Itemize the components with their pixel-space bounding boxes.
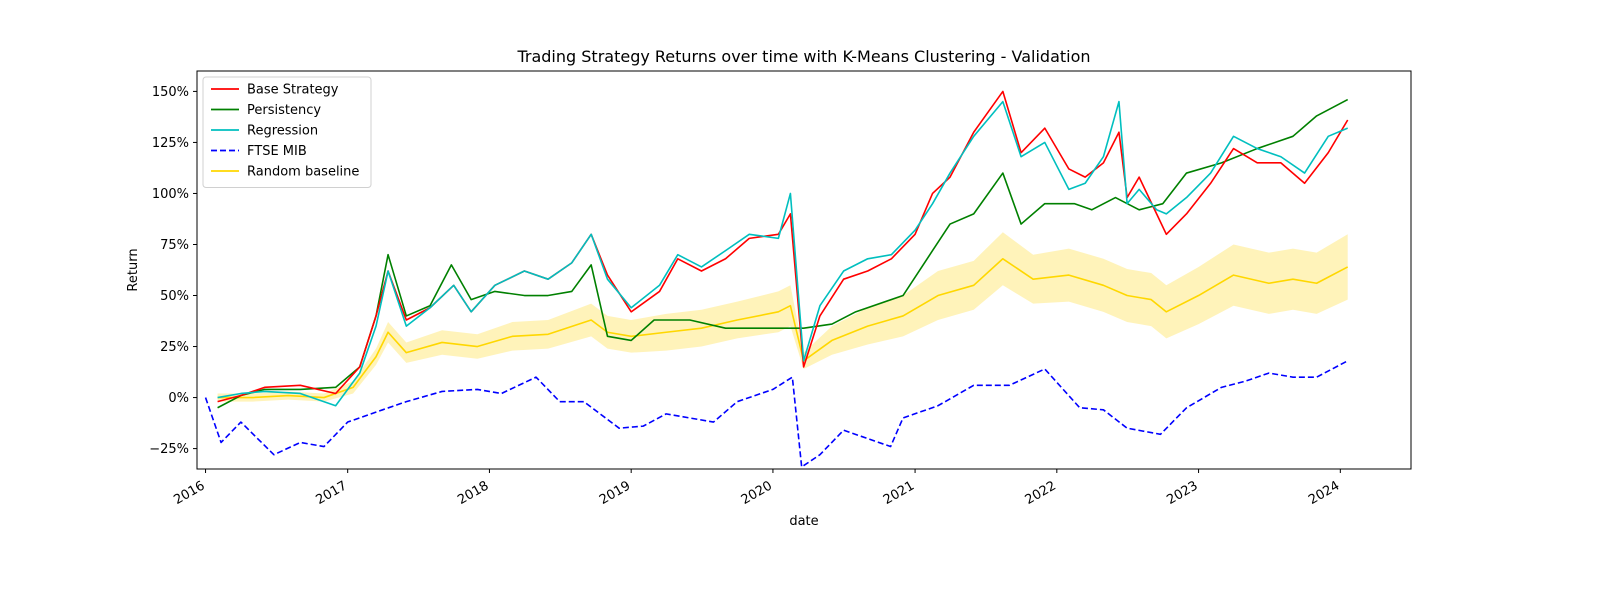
legend-box — [202, 76, 372, 188]
legend-label-ftse-mib: FTSE MIB — [247, 144, 307, 159]
y-tick-label: −25% — [149, 442, 189, 457]
random-baseline-band — [217, 232, 1348, 402]
legend-label-random-baseline: Random baseline — [247, 165, 359, 180]
x-tick-label: 2019 — [597, 478, 633, 508]
x-tick-label: 2017 — [314, 478, 350, 508]
random-baseline-band-layer — [217, 232, 1348, 402]
x-tick-label: 2023 — [1164, 478, 1200, 508]
y-tick-label: 25% — [160, 340, 189, 355]
chart-title: Trading Strategy Returns over time with … — [516, 47, 1090, 66]
random-baseline-line — [217, 257, 1349, 399]
y-tick-label: 75% — [160, 238, 189, 253]
regression-line — [217, 100, 1349, 407]
x-tick-label: 2021 — [881, 478, 917, 508]
x-tick-label: 2018 — [455, 478, 491, 508]
legend-label-base-strategy: Base Strategy — [247, 83, 339, 98]
x-tick-label: 2020 — [739, 478, 775, 508]
ftse-mib-line — [204, 360, 1349, 468]
persistency-line — [217, 98, 1349, 409]
y-tick-label: 0% — [168, 391, 189, 406]
y-tick-label: 125% — [152, 136, 189, 151]
plot-frame — [196, 70, 1412, 470]
legend: Base Strategy Persistency Regression FTSE M… — [202, 76, 372, 188]
legend-label-regression: Regression — [247, 124, 318, 139]
x-axis-label: date — [789, 514, 818, 529]
x-tick-label: 2024 — [1306, 478, 1342, 508]
base-strategy-line — [217, 90, 1349, 403]
y-tick-label: 150% — [152, 85, 189, 100]
y-tick-label: 100% — [152, 187, 189, 202]
x-tick-label: 2016 — [171, 478, 207, 508]
legend-label-persistency: Persistency — [247, 103, 321, 118]
y-axis-label: Return — [126, 248, 141, 291]
y-tick-label: 50% — [160, 289, 189, 304]
x-tick-label: 2022 — [1023, 478, 1059, 508]
series-lines-layer — [204, 90, 1349, 468]
